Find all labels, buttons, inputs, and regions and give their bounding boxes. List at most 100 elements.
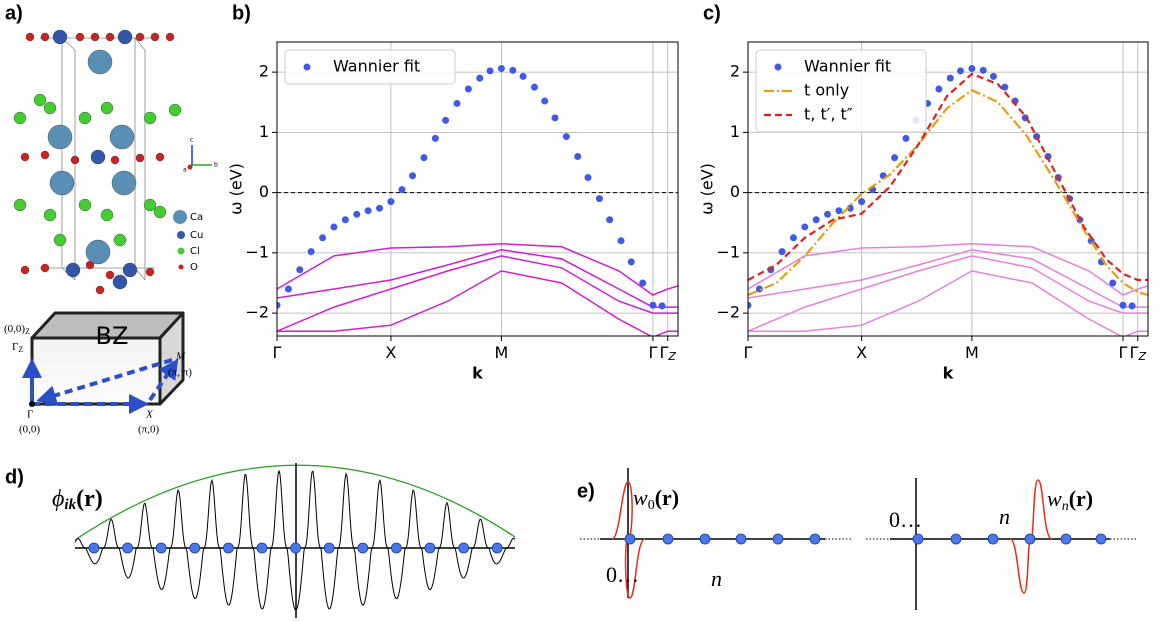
series-group	[748, 65, 1148, 336]
bz-point	[29, 401, 35, 407]
bz-point-label: (π, π)	[168, 367, 192, 379]
data-point	[364, 207, 372, 215]
data-point	[509, 66, 517, 74]
panel-label: e)	[577, 480, 595, 502]
data-point	[319, 234, 327, 242]
data-point	[846, 204, 854, 212]
lattice-site	[290, 542, 302, 554]
lattice-site	[323, 542, 335, 554]
y-tick-label: 1	[730, 122, 740, 141]
data-point	[519, 72, 527, 80]
legend-label: t only	[804, 81, 849, 100]
lattice-site	[458, 542, 470, 554]
x-tick-label: M	[965, 343, 979, 362]
x-tick-label-main: Γ	[1119, 343, 1128, 362]
data-point	[891, 154, 899, 162]
y-tick-label: 0	[259, 182, 269, 201]
bz-point-label: M	[175, 351, 186, 363]
data-point	[617, 237, 625, 245]
x-tick-label-sub: Z	[1137, 350, 1146, 363]
x-tick-label-main: X	[385, 343, 396, 362]
bz-labels: (0,0)Z ΓZ M (π, π) Γ (0,0) X (π,0)	[4, 323, 192, 436]
band-line	[277, 255, 678, 332]
x-axis-label: k	[943, 364, 954, 383]
data-point	[789, 234, 797, 242]
x-tick-label-main: M	[495, 343, 509, 362]
x-tick-label: Γ	[273, 343, 282, 362]
crystal-legend: Ca Cu Cl O	[173, 210, 203, 273]
model-line	[748, 88, 1148, 297]
bz-point-label: (0,0)	[19, 424, 40, 436]
data-point	[541, 97, 549, 105]
lattice-site	[222, 542, 234, 554]
data-point	[968, 65, 976, 73]
band-line	[748, 270, 1148, 336]
data-point	[353, 210, 361, 218]
data-point	[935, 85, 943, 93]
legend: Wannier fit t only t, t′, t″	[755, 49, 927, 133]
x-tick-label-main: X	[856, 343, 867, 362]
y-tick-label: −1	[245, 242, 269, 261]
x-tick-label: ΓZ	[660, 343, 677, 364]
legend-label: Wannier fit	[804, 57, 891, 76]
panel-label: b)	[232, 2, 251, 24]
x-tick-label-main: Γ	[744, 343, 753, 362]
lattice-site	[189, 542, 201, 554]
data-point	[1128, 302, 1136, 310]
legend-label: t, t′, t″	[804, 105, 853, 124]
lattice-site	[155, 542, 167, 554]
data-point	[330, 223, 338, 231]
data-point	[341, 216, 349, 224]
band-line	[748, 255, 1148, 332]
wannier-label: w0(r)	[633, 485, 679, 513]
y-tick-label: −1	[716, 242, 740, 261]
data-point	[453, 99, 461, 107]
data-point	[376, 204, 384, 212]
x-tick-label: Γ	[744, 343, 753, 362]
axis-label: c	[190, 137, 193, 144]
data-point	[476, 74, 484, 82]
legend-label: Cu	[190, 230, 203, 241]
data-point	[946, 74, 954, 82]
legend-label: O	[190, 262, 198, 273]
band-line	[748, 249, 1148, 308]
legend-label: Wannier fit	[333, 57, 420, 76]
series-group	[277, 65, 678, 336]
x-tick-label-main: Γ	[1130, 343, 1139, 362]
origin-label: 0…	[889, 507, 922, 532]
plot-frame	[747, 41, 1149, 337]
lattice-site	[424, 542, 436, 554]
data-point	[277, 301, 281, 309]
lattice-site	[390, 542, 402, 554]
y-tick-label: −2	[716, 303, 740, 322]
data-point	[409, 172, 417, 180]
bz-point-label: Γ	[27, 409, 33, 421]
legend-box	[284, 49, 456, 85]
x-tick-label-main: M	[965, 343, 979, 362]
atoms	[13, 29, 182, 295]
site-label: n	[999, 504, 1010, 529]
lattice-site	[88, 542, 100, 554]
bz-point-label: ΓZ	[12, 341, 23, 354]
data-point	[530, 83, 538, 91]
legend-marker	[303, 63, 311, 71]
bloch-label: ϕik(r)	[52, 486, 103, 514]
x-tick-label: Γ	[648, 343, 657, 362]
data-point	[398, 186, 406, 194]
data-point	[1001, 83, 1009, 91]
data-point	[606, 216, 614, 224]
legend-box	[755, 49, 927, 133]
data-point	[801, 223, 809, 231]
x-tick-label-main: Γ	[660, 343, 669, 362]
data-point	[486, 67, 494, 75]
data-point	[649, 301, 657, 309]
data-point	[420, 154, 428, 162]
data-point	[296, 266, 304, 274]
data-point	[1109, 279, 1117, 287]
bloch-wave	[74, 470, 516, 612]
data-point	[639, 279, 647, 287]
panel-label: c)	[703, 2, 721, 24]
panel-label: d)	[5, 466, 24, 488]
